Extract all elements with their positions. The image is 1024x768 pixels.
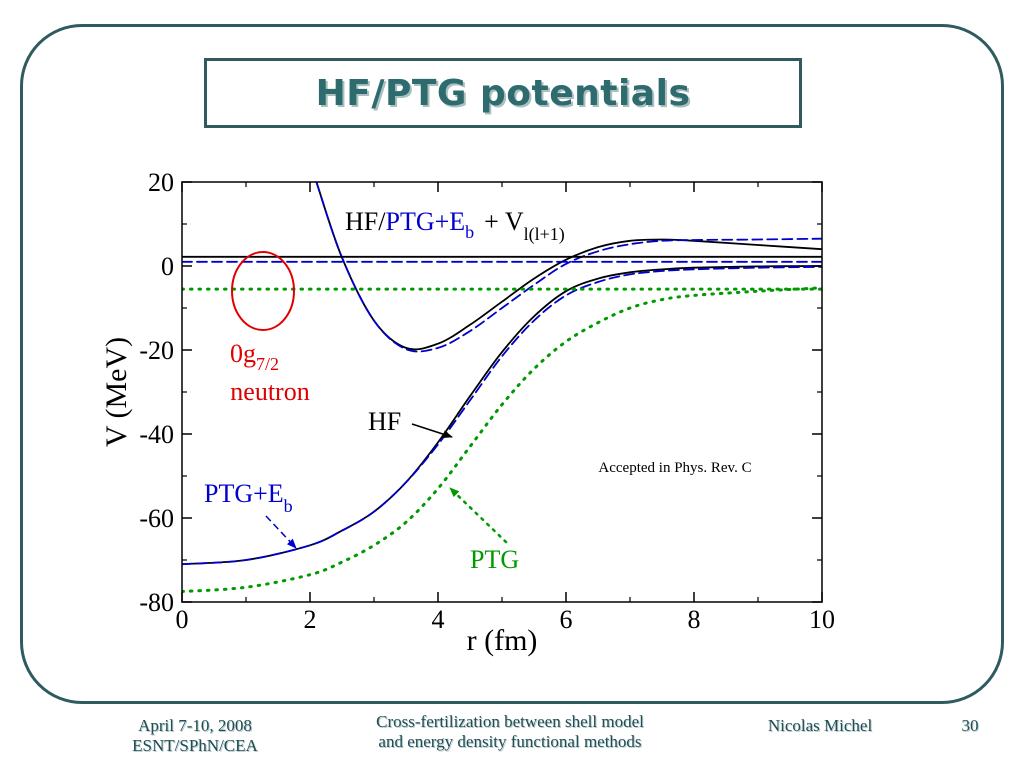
x-axis-label: r (fm) <box>467 624 538 657</box>
legend-title: HF/PTG+Eb + Vl(l+1) <box>345 207 565 245</box>
footer-talk-title: Cross-fertilization between shell model … <box>300 712 720 752</box>
state-label: 0g7/2 <box>230 339 279 374</box>
title-box: HF/PTG potentials <box>204 58 802 128</box>
state-circle <box>231 251 295 331</box>
ptg-eb-annotation-sub: b <box>284 496 293 516</box>
x-tick-label: 8 <box>688 605 701 634</box>
series-line-2 <box>182 265 822 566</box>
hf-arrow <box>411 423 453 439</box>
legend-plus-v: + V <box>484 207 524 236</box>
series-layer <box>182 182 822 593</box>
x-tick-label: 0 <box>176 605 189 634</box>
legend-v-sub: l(l+1) <box>524 224 565 245</box>
hf-annotation: HF <box>368 407 401 436</box>
slide-title: HF/PTG potentials <box>315 72 691 114</box>
ptg-arrow <box>448 486 508 544</box>
y-tick-label: -60 <box>139 504 174 533</box>
legend-hf: HF <box>345 207 378 236</box>
legend-ptg-eb: PTG+E <box>385 207 465 236</box>
footer-date-line1: April 7-10, 2008 <box>138 716 252 735</box>
x-tick-label: 10 <box>809 605 835 634</box>
ptg-eb-arrow <box>265 515 297 549</box>
y-tick-label: 0 <box>161 252 174 281</box>
series-line-3 <box>182 286 822 593</box>
legend-slash: / <box>378 207 386 236</box>
y-tick-label: 20 <box>148 168 174 197</box>
y-tick-label: -20 <box>139 336 174 365</box>
x-tick-label: 4 <box>432 605 445 634</box>
legend-ptg-eb-sub: b <box>465 222 474 242</box>
ticks-layer: 0 2 4 6 8 10 -80 -60 -40 -20 0 20 <box>139 168 835 634</box>
x-tick-label: 2 <box>304 605 317 634</box>
footer-talk-line2: and energy density functional methods <box>378 732 642 751</box>
series-line-1 <box>182 265 822 566</box>
footer-page-number: 30 <box>961 716 979 735</box>
footer-date: April 7-10, 2008 ESNT/SPhN/CEA <box>100 716 290 756</box>
y-tick-label: -40 <box>139 420 174 449</box>
footer-author: Nicolas Michel <box>767 716 873 735</box>
footer-talk-line1: Cross-fertilization between shell model <box>376 712 644 731</box>
y-axis-label: V (MeV) <box>100 337 133 447</box>
accepted-note: Accepted in Phys. Rev. C <box>598 460 751 476</box>
footer-date-line2: ESNT/SPhN/CEA <box>132 736 258 755</box>
ptg-eb-annotation: PTG+Eb <box>204 479 293 516</box>
y-tick-label: -80 <box>139 588 174 617</box>
slide-frame <box>20 24 1004 704</box>
ptg-eb-annotation-main: PTG+E <box>204 479 284 508</box>
ptg-annotation: PTG <box>470 545 519 574</box>
state-name: 0g <box>230 339 256 368</box>
x-tick-label: 6 <box>560 605 573 634</box>
series-line-5 <box>315 182 822 353</box>
particle-label: neutron <box>230 377 309 406</box>
state-sub: 7/2 <box>256 354 279 374</box>
